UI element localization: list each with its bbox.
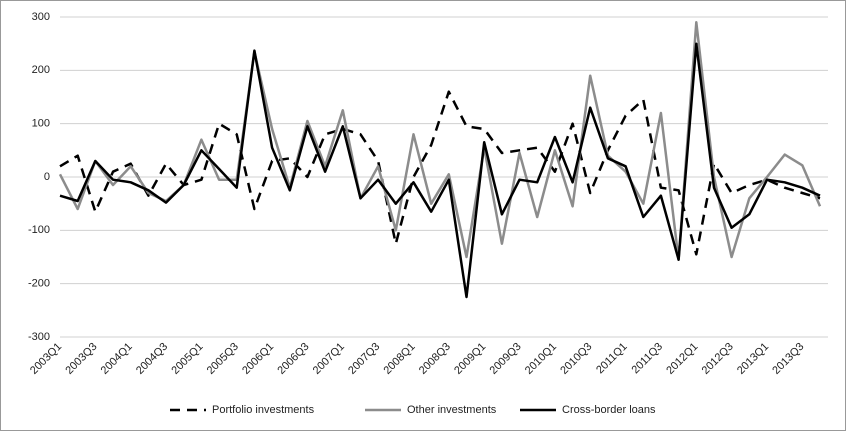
y-tick-label: 300 bbox=[32, 11, 50, 23]
legend-label: Cross-border loans bbox=[562, 404, 656, 416]
y-tick-label: -200 bbox=[28, 278, 50, 290]
y-tick-label: -100 bbox=[28, 224, 50, 236]
legend-label: Other investments bbox=[407, 404, 497, 416]
series-line bbox=[59, 90, 821, 256]
series-line bbox=[59, 42, 821, 299]
y-tick-label: 200 bbox=[32, 64, 50, 76]
y-tick-label: 100 bbox=[32, 118, 50, 130]
y-tick-label: 0 bbox=[44, 171, 50, 183]
y-tick-label: -300 bbox=[28, 331, 50, 343]
legend-label: Portfolio investments bbox=[212, 404, 315, 416]
